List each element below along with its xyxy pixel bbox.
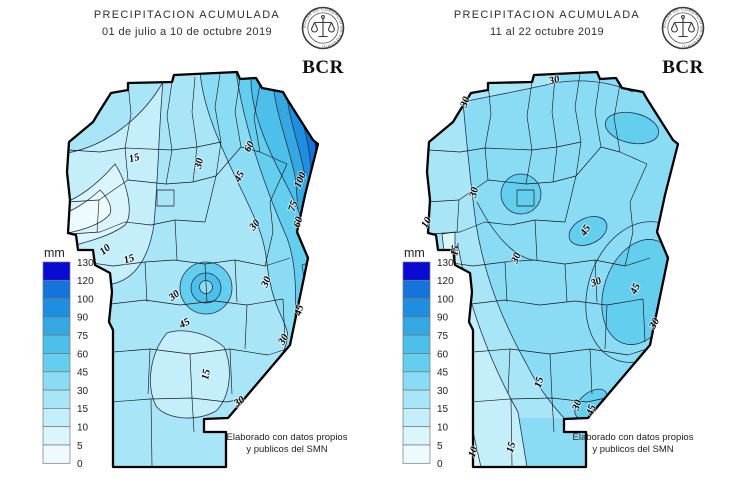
legend-unit-label: mm: [44, 246, 65, 260]
scales-icon: [670, 15, 696, 38]
contour-value-label: 45: [293, 304, 307, 318]
contour-value-label: 30: [193, 156, 206, 170]
scales-icon: [310, 15, 336, 38]
legend-cell: [42, 279, 71, 299]
legend-cell: [402, 279, 431, 299]
legend-cell: [402, 261, 431, 281]
legend-cell: [42, 371, 71, 391]
legend-tick-label: 90: [437, 313, 449, 324]
attribution-line2: y publicos del SMN: [592, 443, 674, 455]
legend-tick-label: 0: [437, 459, 443, 470]
legend-cell: [42, 298, 71, 318]
contour-value-label: 30: [468, 185, 481, 199]
attribution-line2: y publicos del SMN: [246, 443, 328, 455]
contour-value-label: 15: [200, 368, 213, 380]
legend-cell: [42, 408, 71, 428]
bcr-caption: BCR: [662, 57, 704, 78]
bcr-caption: BCR: [302, 57, 344, 78]
legend-cell: [402, 298, 431, 318]
legend-cell: [402, 334, 431, 354]
contour-value-label: 30: [547, 74, 562, 88]
legend-cell: [42, 389, 71, 409]
legend-tick-label: 30: [437, 386, 449, 397]
legend-cell: [402, 426, 431, 446]
attribution-line1: Elaborado con datos propios: [226, 432, 348, 443]
legend-tick-label: 90: [77, 313, 89, 324]
attribution-line1: Elaborado con datos propios: [572, 432, 694, 443]
left-attribution: Elaborado con datos propios y publicos d…: [212, 432, 362, 455]
legend-tick-label: 130: [437, 258, 454, 269]
legend-cell: [42, 444, 71, 464]
bcr-seal-icon: BOLSA DE COMERCIO DE ROSARIO ·: [661, 6, 705, 50]
legend-tick-label: 15: [77, 404, 89, 415]
legend-cell: [42, 261, 71, 281]
right-attribution: Elaborado con datos propios y publicos d…: [558, 432, 708, 455]
contour-value-label: 15: [123, 253, 136, 267]
contour-value-label: 15: [449, 244, 462, 256]
legend-cell: [402, 408, 431, 428]
legend-tick-label: 0: [77, 459, 83, 470]
legend-cell: [42, 316, 71, 336]
legend-tick-label: 100: [437, 294, 454, 305]
legend-cell: [402, 316, 431, 336]
legend-cell: [402, 371, 431, 391]
legend-unit-label: mm: [404, 246, 425, 260]
legend-tick-label: 45: [77, 368, 89, 379]
legend-tick-label: 75: [437, 331, 449, 342]
legend-tick-label: 15: [437, 404, 449, 415]
legend-tick-label: 5: [437, 441, 443, 452]
legend-cell: [402, 444, 431, 464]
contour-value-label: 60: [292, 215, 306, 229]
legend-right: mm 130 120 100 90 75 60 45 30 15 10 5 0: [402, 246, 454, 470]
legend-tick-label: 60: [437, 349, 449, 360]
right-bcr-logo: BOLSA DE COMERCIO DE ROSARIO · BCR: [657, 5, 709, 79]
legend-cell: [402, 353, 431, 373]
legend-tick-label: 130: [77, 258, 94, 269]
legend-tick-label: 120: [437, 276, 454, 287]
legend-tick-label: 60: [77, 349, 89, 360]
bcr-seal-icon: BOLSA DE COMERCIO DE ROSARIO ·: [301, 6, 345, 50]
contour-value-label: 45: [584, 404, 598, 418]
legend-cell: [42, 426, 71, 446]
legend-cell: [42, 334, 71, 354]
legend-left: mm 130 120 100 90 75 60 45 30 15 10 5 0: [42, 246, 94, 470]
left-title-line2: 01 de julio a 10 de octubre 2019: [102, 26, 272, 38]
legend-tick-label: 75: [77, 331, 89, 342]
left-map-title: PRECIPITACION ACUMULADA 01 de julio a 10…: [82, 9, 292, 38]
contour-value-label: 30: [570, 398, 584, 413]
legend-tick-label: 45: [437, 368, 449, 379]
right-map-title: PRECIPITACION ACUMULADA 11 al 22 octubre…: [442, 9, 652, 38]
legend-cell: [42, 353, 71, 373]
right-title-line1: PRECIPITACION ACUMULADA: [453, 9, 641, 21]
legend-tick-label: 10: [437, 423, 449, 434]
contour-value-label: 15: [128, 152, 141, 165]
left-title-line1: PRECIPITACION ACUMULADA: [93, 9, 281, 21]
legend-tick-label: 120: [77, 276, 94, 287]
legend-tick-label: 5: [77, 441, 83, 452]
contour-value-label: 15: [533, 376, 546, 389]
contour-value-label: 75: [287, 200, 301, 213]
legend-tick-label: 10: [77, 423, 89, 434]
legend-tick-label: 100: [77, 294, 94, 305]
legend-cell: [402, 389, 431, 409]
right-title-line2: 11 al 22 octubre 2019: [489, 26, 604, 38]
legend-tick-label: 30: [77, 386, 89, 397]
left-bcr-logo: BOLSA DE COMERCIO DE ROSARIO · BCR: [297, 5, 349, 79]
contour-value-label: 15: [505, 441, 518, 454]
